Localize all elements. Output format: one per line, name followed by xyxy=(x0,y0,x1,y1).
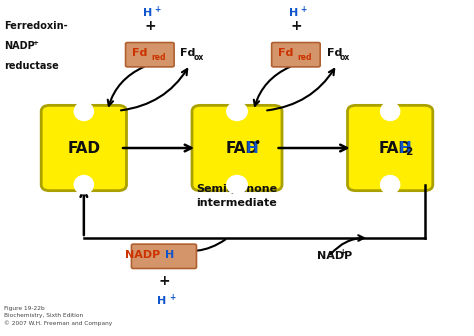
Text: NADP: NADP xyxy=(4,41,35,51)
Text: 2: 2 xyxy=(405,147,412,157)
Text: red: red xyxy=(151,52,166,61)
Text: H: H xyxy=(165,250,174,260)
Text: H: H xyxy=(289,8,298,18)
Text: +: + xyxy=(158,274,170,288)
Text: H: H xyxy=(398,140,411,156)
Ellipse shape xyxy=(381,102,400,121)
FancyBboxPatch shape xyxy=(126,43,174,67)
Text: Ferredoxin-: Ferredoxin- xyxy=(4,22,67,31)
Text: +: + xyxy=(300,5,306,14)
Text: Fd: Fd xyxy=(278,48,293,58)
Text: +: + xyxy=(32,40,38,46)
FancyBboxPatch shape xyxy=(347,106,433,191)
Ellipse shape xyxy=(381,175,400,194)
Text: +: + xyxy=(169,293,175,302)
Ellipse shape xyxy=(74,175,93,194)
Text: H: H xyxy=(143,8,152,18)
Text: +: + xyxy=(144,19,155,33)
FancyBboxPatch shape xyxy=(192,106,282,191)
Text: ox: ox xyxy=(340,52,350,61)
FancyBboxPatch shape xyxy=(272,43,320,67)
Text: ox: ox xyxy=(194,52,204,61)
Text: Figure 19-22b
Biochemistry, Sixth Edition
© 2007 W.H. Freeman and Company: Figure 19-22b Biochemistry, Sixth Editio… xyxy=(4,306,112,326)
Text: NADP: NADP xyxy=(125,250,160,260)
Ellipse shape xyxy=(74,102,93,121)
Text: Fd: Fd xyxy=(181,48,196,58)
Text: reductase: reductase xyxy=(4,61,58,71)
Text: red: red xyxy=(297,52,312,61)
Text: +: + xyxy=(154,5,160,14)
Ellipse shape xyxy=(227,102,247,121)
Text: +: + xyxy=(340,248,346,257)
Text: •: • xyxy=(253,137,260,150)
FancyBboxPatch shape xyxy=(41,106,127,191)
Text: Fd: Fd xyxy=(327,48,342,58)
Text: FAD: FAD xyxy=(226,140,259,156)
Text: NADP: NADP xyxy=(317,251,352,261)
Text: H: H xyxy=(157,296,166,306)
Text: FAD: FAD xyxy=(378,140,411,156)
Text: Fd: Fd xyxy=(132,48,147,58)
Text: FAD: FAD xyxy=(67,140,100,156)
Ellipse shape xyxy=(227,175,247,194)
FancyBboxPatch shape xyxy=(131,244,197,268)
Text: H: H xyxy=(246,140,258,156)
Text: Semiquinone
intermediate: Semiquinone intermediate xyxy=(196,184,278,208)
Text: +: + xyxy=(290,19,302,33)
